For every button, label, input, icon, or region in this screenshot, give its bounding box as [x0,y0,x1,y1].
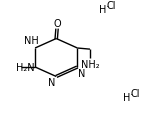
Text: H₂N: H₂N [16,62,34,72]
Text: Cl: Cl [107,1,116,11]
Text: NH: NH [24,36,39,46]
Text: ·: · [106,3,109,12]
Text: H: H [99,5,107,14]
Text: H: H [123,92,130,102]
Text: NH₂: NH₂ [81,59,100,69]
Text: N: N [78,68,86,78]
Text: O: O [53,19,61,29]
Text: ·: · [130,90,133,100]
Text: N: N [48,78,56,88]
Text: Cl: Cl [131,88,140,98]
